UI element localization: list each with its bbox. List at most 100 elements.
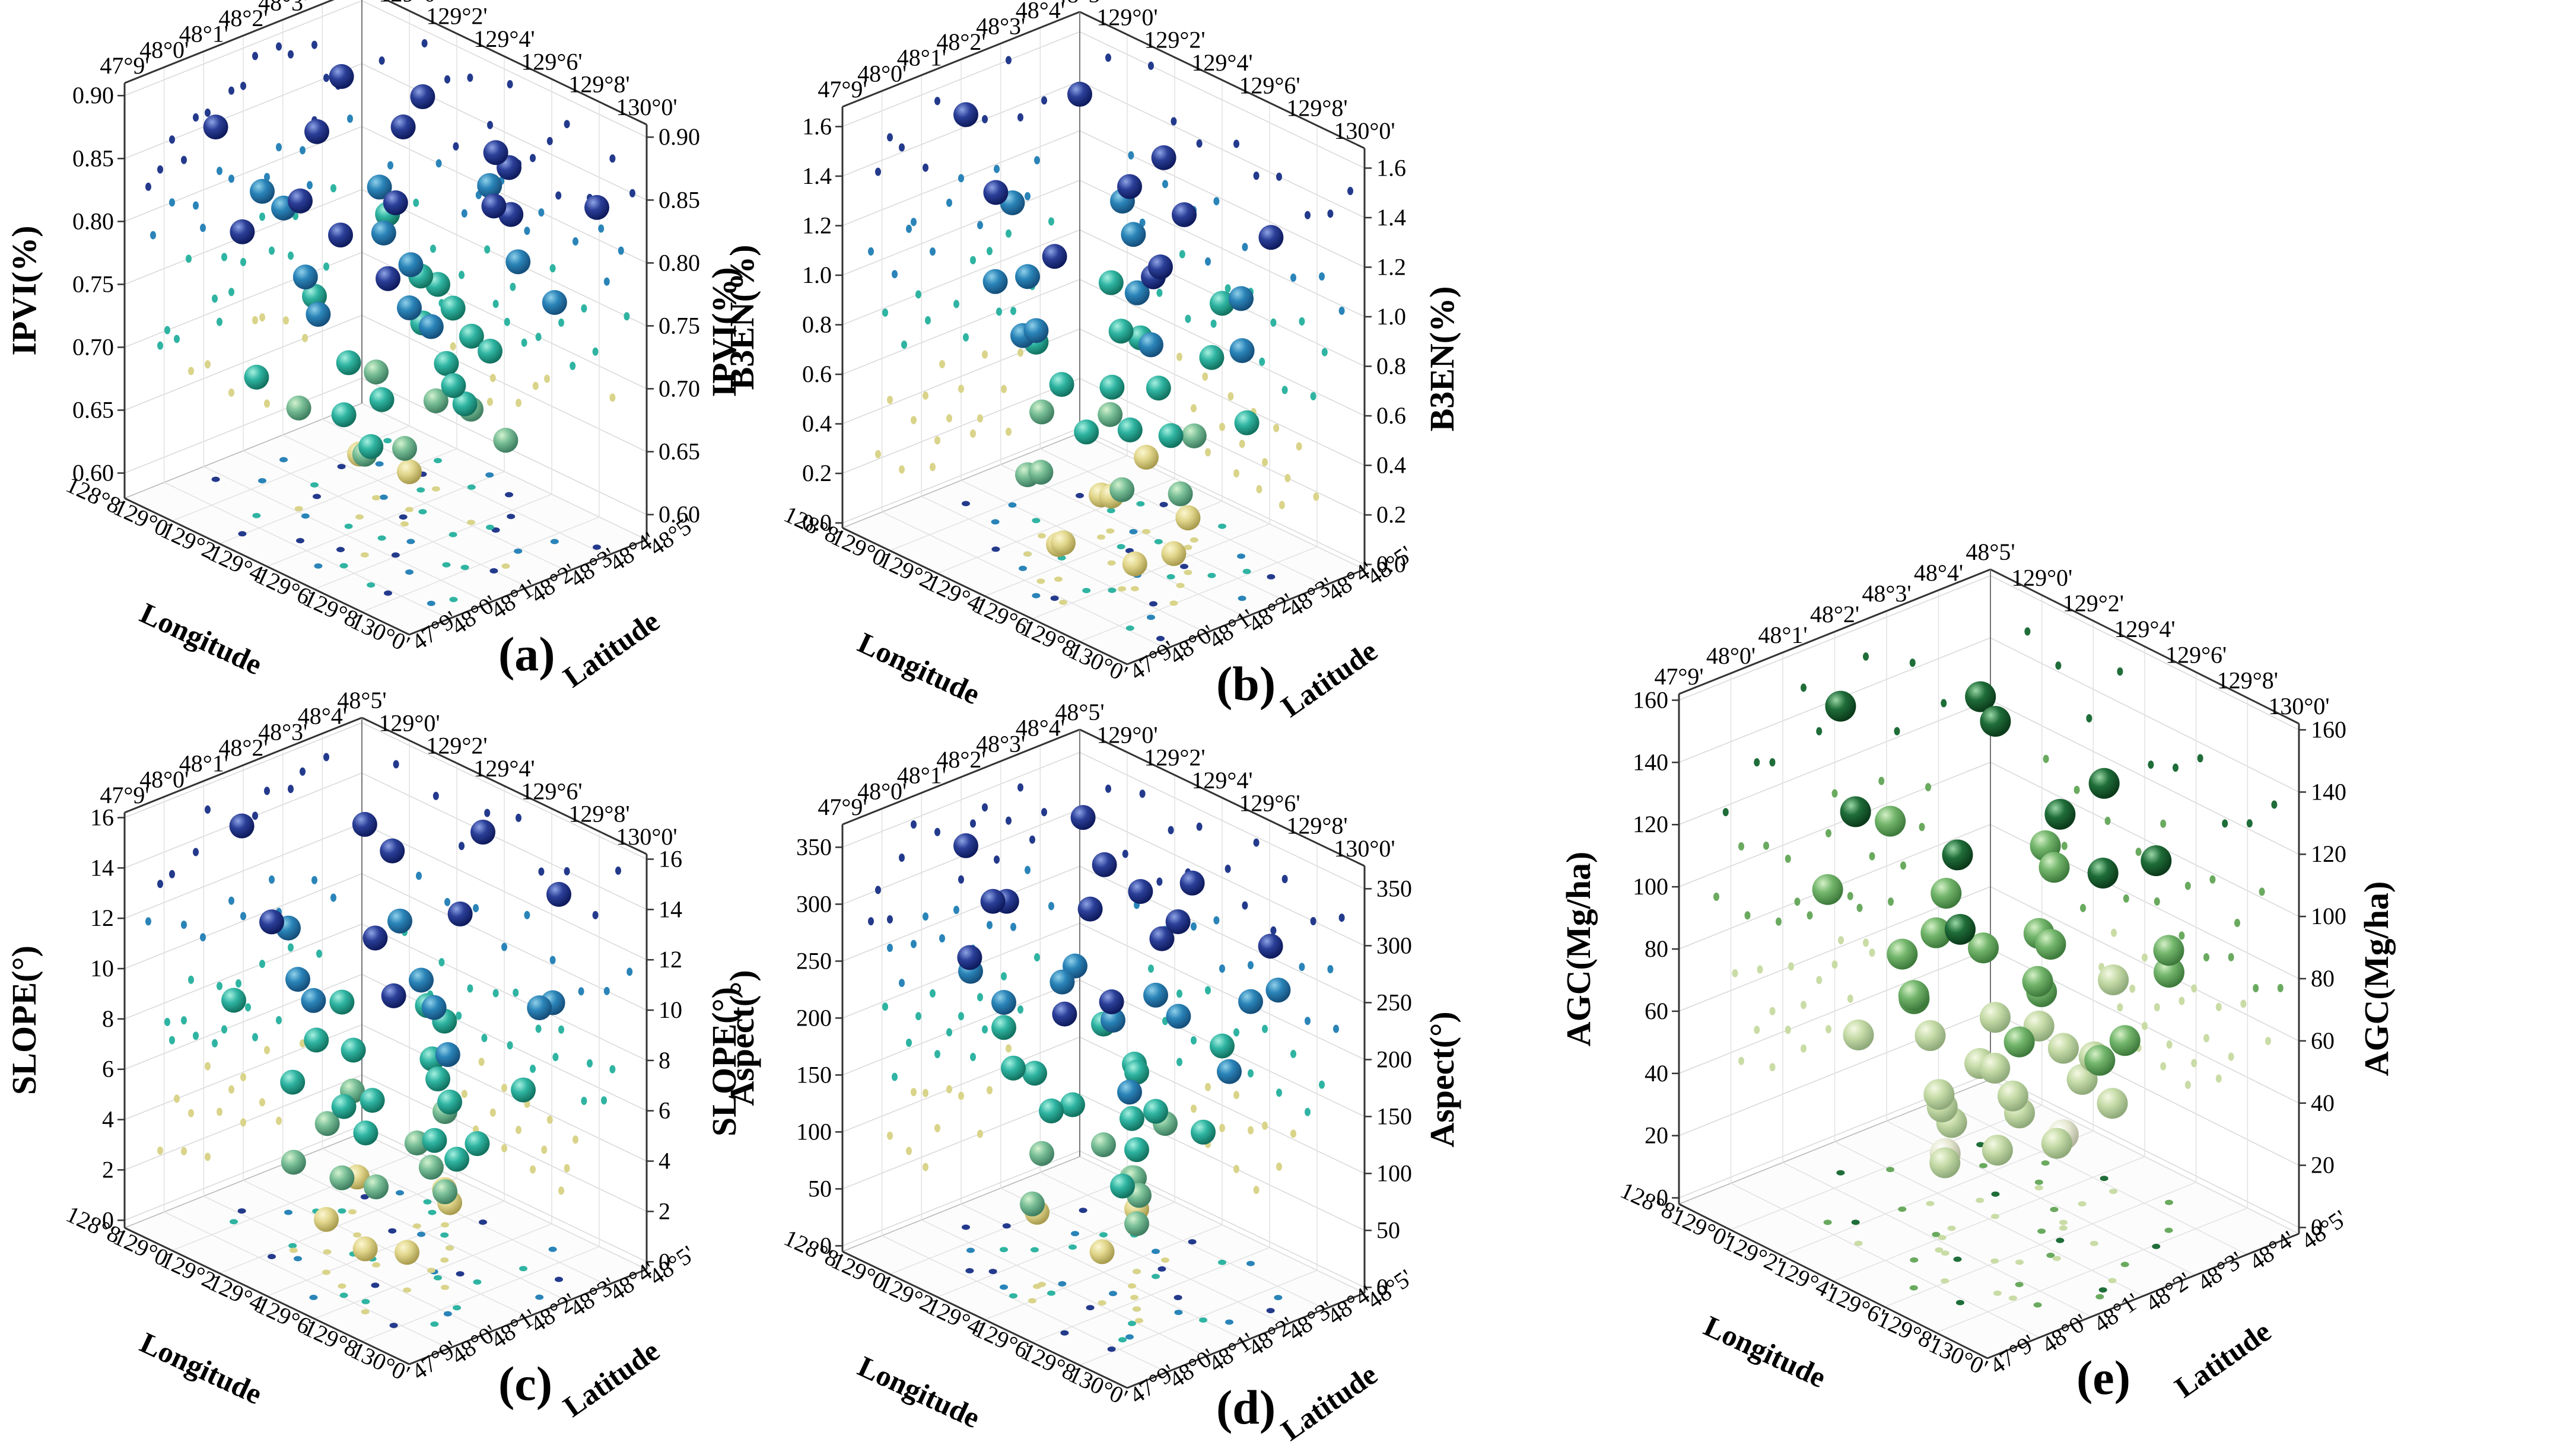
data-point (440, 295, 466, 321)
floor-projection-point (1976, 1198, 1985, 1203)
wall-projection-point (2142, 953, 2148, 962)
y-tick-label-right: 250 (1376, 989, 1412, 1015)
floor-projection-point (322, 1269, 330, 1275)
wall-projection-point (549, 956, 556, 964)
floor-projection-point (505, 492, 513, 498)
data-point (1191, 1119, 1216, 1145)
floor-projection-point (1152, 1249, 1160, 1254)
floor-projection-point (252, 512, 261, 518)
wall-projection-point (624, 312, 630, 321)
floor-projection-point (338, 1283, 346, 1289)
data-point (392, 436, 417, 461)
data-point (1099, 374, 1125, 400)
data-point (306, 301, 331, 327)
wall-projection-point (252, 316, 258, 324)
panel-label: (e) (2076, 1351, 2130, 1405)
floor-projection-point (1125, 625, 1134, 631)
floor-projection-point (427, 600, 435, 606)
data-point (1920, 917, 1952, 948)
data-point (1098, 402, 1123, 427)
top-lat-tick: 48°2' (1810, 601, 1859, 628)
data-point (1117, 1080, 1142, 1105)
wall-projection-point (2061, 842, 2068, 851)
floor-projection-point (1246, 1260, 1255, 1266)
data-point (1843, 1019, 1874, 1050)
wall-projection-point (1196, 139, 1203, 148)
floor-projection-point (1107, 560, 1116, 566)
floor-projection-point (535, 1294, 544, 1300)
data-point (1875, 805, 1906, 837)
data-point (358, 434, 384, 459)
floor-projection-point (1953, 1256, 1962, 1262)
floor-projection-point (2100, 1176, 2108, 1182)
wall-projection-point (193, 113, 199, 122)
wall-projection-point (603, 277, 610, 286)
data-point (352, 1236, 378, 1262)
wall-projection-point (259, 212, 265, 221)
floor-projection-point (501, 563, 510, 569)
wall-projection-point (1270, 318, 1277, 327)
wall-projection-point (977, 221, 983, 230)
wall-projection-point (1738, 842, 1744, 851)
floor-projection-point (2050, 1206, 2059, 1212)
y-tick-label-right: 20 (2311, 1152, 2335, 1179)
wall-projection-point (524, 910, 530, 919)
wall-projection-point (2253, 984, 2259, 993)
top-lat-tick: 48°3' (258, 718, 307, 745)
wall-projection-point (1863, 938, 1869, 947)
top-lat-tick: 48°4' (1016, 0, 1065, 24)
floor-projection-point (489, 568, 498, 574)
wall-projection-point (2240, 999, 2247, 1008)
wall-projection-point (157, 1146, 163, 1155)
wall-projection-point (1310, 392, 1316, 401)
wall-projection-point (923, 1163, 928, 1171)
y-tick-label-right: 0.0 (1376, 551, 1406, 578)
wall-projection-point (487, 397, 493, 406)
wall-projection-point (169, 1036, 175, 1045)
y-tick-label-right: 80 (2311, 965, 2335, 992)
y-tick-label-right: 160 (2311, 716, 2346, 743)
wall-projection-point (240, 81, 246, 90)
wall-projection-point (311, 875, 317, 884)
data-point (1039, 1098, 1064, 1123)
wall-projection-point (169, 870, 175, 878)
y-tick-label-right: 0 (1376, 1273, 1388, 1300)
data-point (221, 988, 246, 1013)
floor-projection-point (391, 552, 400, 558)
floor-projection-point (1032, 518, 1041, 524)
data-point (1181, 423, 1207, 448)
floor-projection-point (405, 569, 414, 575)
wall-projection-point (1248, 1126, 1254, 1135)
wall-projection-point (1826, 1025, 1831, 1034)
wall-projection-point (2148, 760, 2154, 769)
floor-projection-point (1000, 1284, 1008, 1290)
y-tick-label-right: 0.70 (659, 375, 700, 402)
floor-projection-point (2041, 1160, 2050, 1166)
wall-projection-point (487, 120, 493, 129)
floor-projection-point (371, 1282, 380, 1288)
floor-projection-point (1909, 1285, 1918, 1291)
floor-projection-point (230, 1219, 238, 1225)
wall-projection-point (513, 988, 519, 997)
floor-projection-point (962, 501, 970, 507)
data-point (1049, 372, 1074, 397)
floor-projection-point (1836, 1170, 1845, 1176)
wall-projection-point (958, 1091, 964, 1100)
y-tick-label: 0.80 (72, 208, 114, 234)
wall-projection-point (1807, 911, 1813, 920)
data-point (1979, 1052, 2011, 1084)
wall-projection-point (629, 189, 635, 198)
y-axis-label: SLOPE(°) (5, 945, 43, 1095)
wall-projection-point (1006, 229, 1012, 238)
floor-projection-point (237, 1208, 246, 1214)
wall-projection-point (501, 1144, 507, 1152)
wall-projection-point (1168, 826, 1174, 835)
y-tick-label: 6 (102, 1056, 114, 1082)
wall-projection-point (970, 256, 976, 265)
floor-projection-point (348, 1209, 357, 1215)
wall-projection-point (489, 374, 496, 383)
wall-projection-point (1006, 56, 1012, 65)
floor-projection-point (1033, 1284, 1041, 1289)
wall-projection-point (994, 164, 1000, 173)
data-point (1124, 1059, 1149, 1085)
